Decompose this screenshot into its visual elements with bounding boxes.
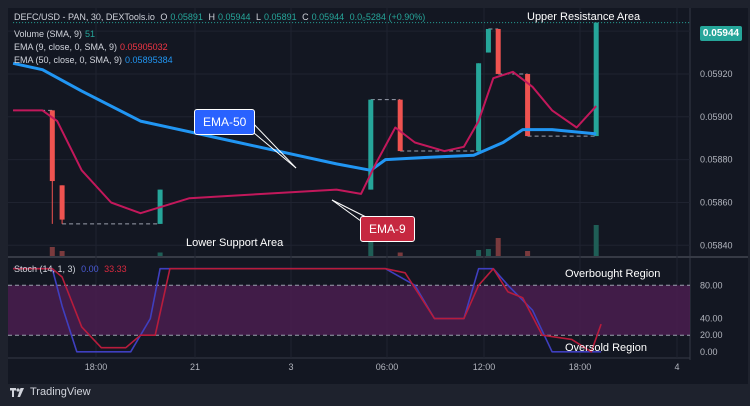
volume-bar [397,252,403,256]
volume-bar [485,249,491,256]
x-tick-label: 18:00 [85,362,108,372]
ema50-callout [247,117,297,169]
stoch-tick-label: 80.00 [700,280,723,290]
ema50-line[interactable] [12,61,597,172]
close-label: C [302,12,309,22]
footer-brand[interactable]: TradingView [10,386,91,398]
stoch-d-value: 33.33 [104,264,127,274]
ema50-badge: EMA-50 [194,109,256,135]
volume-bar [157,252,163,256]
stoch-k-value: 0.00 [81,264,99,274]
volume-bar [525,251,531,256]
ema9-value: 0.05905032 [120,42,168,52]
oversold-label: Oversold Region [565,342,647,354]
low-value: 0.05891 [264,12,297,22]
ema9-label: EMA (9, close, 0, SMA, 9) [14,42,118,52]
y-tick-label: 0.05880 [700,155,733,165]
volume-bar [49,247,55,256]
ema50-label: EMA (50, close, 0, SMA, 9) [14,55,123,65]
symbol-line: DEFC/USD - PAN, 30, DEXTools.io [14,12,155,22]
candle[interactable] [593,22,599,137]
ema9-badge: EMA-9 [360,216,415,242]
candle[interactable] [476,63,482,152]
y-tick-label: 0.05920 [700,69,733,79]
ema50-legend[interactable]: EMA (50, close, 0, SMA, 9) 0.05895384 [14,55,176,65]
change-value: 0.0₀5284 (+0.90%) [349,12,426,22]
candle[interactable] [368,99,374,190]
candle[interactable] [59,185,65,220]
stoch-label: Stoch (14, 1, 3) [14,264,76,274]
volume-bar [476,250,482,256]
stoch-tick-label: 0.00 [700,347,718,357]
x-tick-label: 3 [288,362,293,372]
stoch-d-line[interactable] [13,267,602,353]
symbol-header: DEFC/USD - PAN, 30, DEXTools.io O 0.05891… [14,12,428,22]
y-tick-label: 0.05840 [700,240,733,250]
open-value: 0.05891 [170,12,203,22]
stoch-legend[interactable]: Stoch (14, 1, 3) 0.00 33.33 [14,264,130,274]
candle[interactable] [485,28,491,53]
x-tick-label: 4 [674,362,679,372]
ema9-legend[interactable]: EMA (9, close, 0, SMA, 9) 0.05905032 [14,42,171,52]
volume-value: 51 [85,29,96,39]
x-tick-label: 12:00 [473,362,496,372]
y-tick-label: 0.05900 [700,112,733,122]
high-label: H [208,12,215,22]
volume-bar [368,231,374,256]
close-value: 0.05944 [311,12,345,22]
lower-support-label: Lower Support Area [186,237,284,249]
overbought-label: Overbought Region [565,268,661,280]
x-tick-label: 06:00 [376,362,399,372]
ema9-line[interactable] [13,70,597,215]
brand-name: TradingView [30,386,91,398]
stoch-tick-label: 20.00 [700,330,723,340]
upper-resistance-label: Upper Resistance Area [527,11,641,23]
open-label: O [160,12,168,22]
y-tick-label: 0.05860 [700,197,733,207]
volume-label: Volume (SMA, 9) [14,29,83,39]
volume-bar [495,238,501,256]
ema50-value: 0.05895384 [125,55,173,65]
candle[interactable] [495,28,501,74]
candle[interactable] [49,110,55,182]
candle[interactable] [525,73,531,137]
volume-legend[interactable]: Volume (SMA, 9) 51 [14,29,98,39]
low-label: L [256,12,262,22]
last-price-tag: 0.05944 [700,26,742,41]
stoch-band [8,285,690,336]
candle[interactable] [397,99,403,152]
high-value: 0.05944 [217,12,251,22]
tradingview-logo-icon [10,387,24,397]
stoch-tick-label: 40.00 [700,314,723,324]
volume-bar [59,251,65,256]
x-tick-label: 18:00 [569,362,592,372]
x-tick-label: 21 [190,362,200,372]
volume-bar [593,225,599,256]
